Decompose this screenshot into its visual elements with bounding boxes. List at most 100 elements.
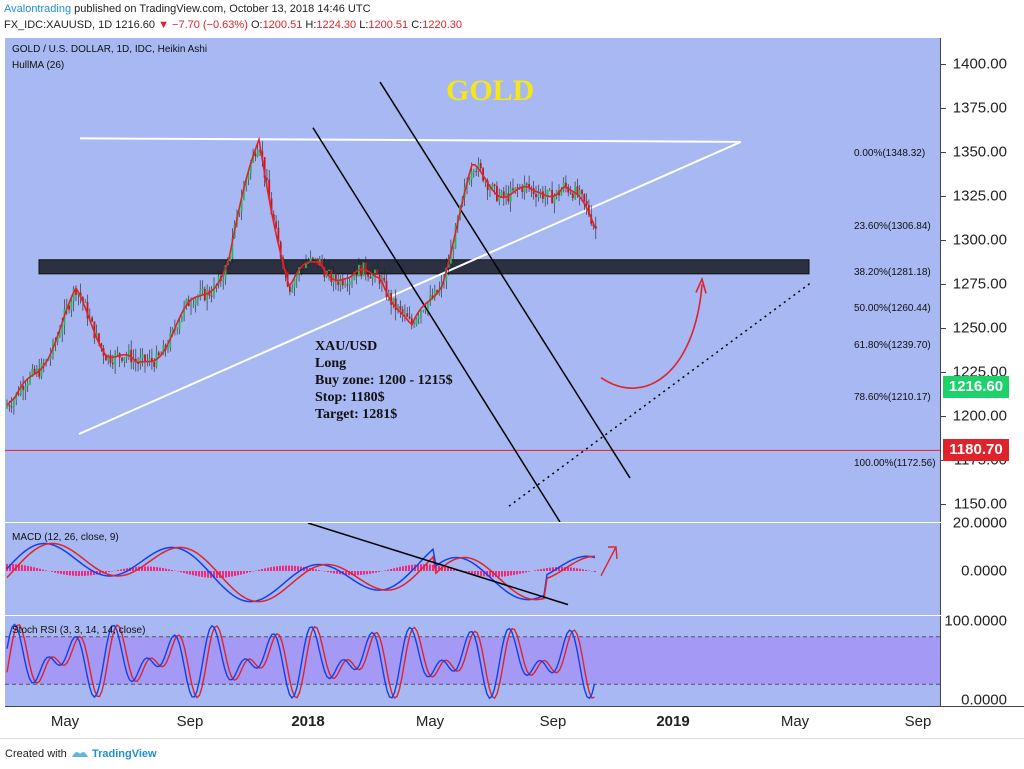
- candle-body: [494, 184, 496, 185]
- x-tick-label: May: [51, 713, 79, 730]
- macd-histogram-bar: [519, 571, 521, 574]
- gold-title: GOLD: [446, 74, 534, 108]
- close-value: 1220.30: [422, 19, 462, 31]
- author-link[interactable]: Avalontrading: [4, 3, 71, 15]
- macd-histogram-bar: [123, 569, 125, 571]
- candle-body: [406, 313, 408, 317]
- hullma-label: HullMA (26): [12, 60, 64, 71]
- macd-histogram-bar: [39, 569, 41, 571]
- chart-header: Avalontrading published on TradingView.c…: [0, 0, 1024, 38]
- macd-histogram-bar: [402, 566, 404, 571]
- macd-histogram-bar: [546, 568, 548, 571]
- macd-histogram-bar: [231, 571, 233, 576]
- macd-histogram-bar: [45, 570, 47, 571]
- macd-trendline: [308, 523, 568, 605]
- macd-histogram-bar: [516, 571, 518, 574]
- price-chart-svg: [5, 38, 940, 522]
- publish-line: Avalontrading published on TradingView.c…: [4, 3, 371, 15]
- candle-body: [13, 400, 15, 406]
- candle-body: [473, 171, 475, 172]
- y-tick-mark: [941, 328, 946, 329]
- candle-body: [471, 171, 473, 180]
- macd-histogram-bar: [543, 569, 545, 571]
- candle-body: [25, 386, 27, 390]
- macd-histogram-bar: [432, 565, 434, 571]
- price-pane[interactable]: GOLD / U.S. DOLLAR, 1D, IDC, Heikin Ashi…: [5, 38, 940, 522]
- candle-body: [206, 290, 208, 300]
- symbol-name[interactable]: FX_IDC:XAUUSD, 1D: [4, 19, 112, 31]
- macd-histogram-bar: [390, 569, 392, 571]
- candle-body: [312, 258, 314, 259]
- macd-histogram-bar: [237, 571, 239, 575]
- time-axis[interactable]: [5, 706, 1024, 739]
- macd-histogram-bar: [57, 571, 59, 573]
- candle-body: [420, 311, 422, 317]
- note-line: Long: [315, 355, 453, 372]
- candle-body: [158, 353, 160, 356]
- candle-body: [192, 305, 194, 306]
- candle-body: [526, 184, 528, 185]
- macd-histogram-bar: [195, 571, 197, 576]
- y-tick-mark: [941, 372, 946, 373]
- candle-body: [376, 270, 378, 275]
- macd-line: [7, 544, 595, 602]
- macd-histogram-bar: [198, 571, 200, 576]
- macd-histogram-bar: [30, 567, 32, 571]
- fib-level-label: 0.00%(1348.32): [854, 148, 925, 159]
- created-with-text: Created with: [5, 748, 67, 760]
- candle-body: [416, 319, 418, 325]
- x-tick-label: Sep: [540, 713, 567, 730]
- macd-histogram-bar: [513, 571, 515, 575]
- x-tick-label: 2018: [291, 713, 324, 730]
- macd-histogram-bar: [177, 571, 179, 572]
- candle-body: [501, 191, 503, 195]
- candle-body: [22, 386, 24, 390]
- macd-histogram-bar: [507, 571, 509, 576]
- chart-title: GOLD / U.S. DOLLAR, 1D, IDC, Heikin Ashi: [12, 44, 207, 55]
- candle-body: [508, 193, 510, 201]
- macd-histogram-bar: [171, 570, 173, 571]
- tradingview-brand[interactable]: TradingView: [92, 748, 157, 760]
- candle-body: [399, 306, 401, 309]
- macd-histogram-bar: [570, 567, 572, 571]
- macd-histogram-bar: [291, 566, 293, 571]
- symbol-line: FX_IDC:XAUUSD, 1D 1216.60 ▼ −7.70 (−0.63…: [4, 19, 462, 31]
- macd-histogram-bar: [66, 571, 68, 575]
- price-tag: 1180.70: [943, 439, 1009, 461]
- macd-svg: [5, 523, 940, 615]
- candle-body: [179, 321, 181, 328]
- candle-body: [291, 287, 293, 291]
- macd-histogram-bar: [162, 568, 164, 571]
- macd-histogram-bar: [282, 566, 284, 571]
- macd-arrow: [601, 547, 616, 576]
- x-tick-label: 2019: [656, 713, 689, 730]
- macd-histogram-bar: [120, 569, 122, 571]
- y-tick-mark: [941, 64, 946, 65]
- macd-histogram-bar: [501, 571, 503, 577]
- macd-histogram-bar: [426, 564, 428, 571]
- macd-histogram-bar: [297, 566, 299, 571]
- open-label: O:: [251, 19, 263, 31]
- macd-histogram-bar: [408, 565, 410, 571]
- last-price: 1216.60: [115, 19, 155, 31]
- macd-pane[interactable]: MACD (12, 26, close, 9): [5, 523, 940, 615]
- macd-histogram-bar: [330, 571, 332, 573]
- candle-body: [383, 278, 385, 281]
- candle-body: [370, 277, 372, 279]
- macd-histogram-bar: [156, 567, 158, 571]
- stochrsi-band: [5, 637, 940, 684]
- candle-body: [11, 406, 13, 407]
- stochrsi-label: Stoch RSI (3, 3, 14, 14, close): [12, 625, 145, 636]
- note-line: Buy zone: 1200 - 1215$: [315, 372, 453, 389]
- candle-body: [365, 262, 367, 274]
- stochrsi-pane[interactable]: Stoch RSI (3, 3, 14, 14, close): [5, 616, 940, 706]
- candle-body: [91, 318, 93, 322]
- footer: Created with TradingView: [0, 738, 1024, 769]
- candle-body: [190, 305, 192, 306]
- resistance-zone: [39, 260, 809, 274]
- macd-histogram-bar: [315, 569, 317, 571]
- macd-histogram-bar: [399, 567, 401, 571]
